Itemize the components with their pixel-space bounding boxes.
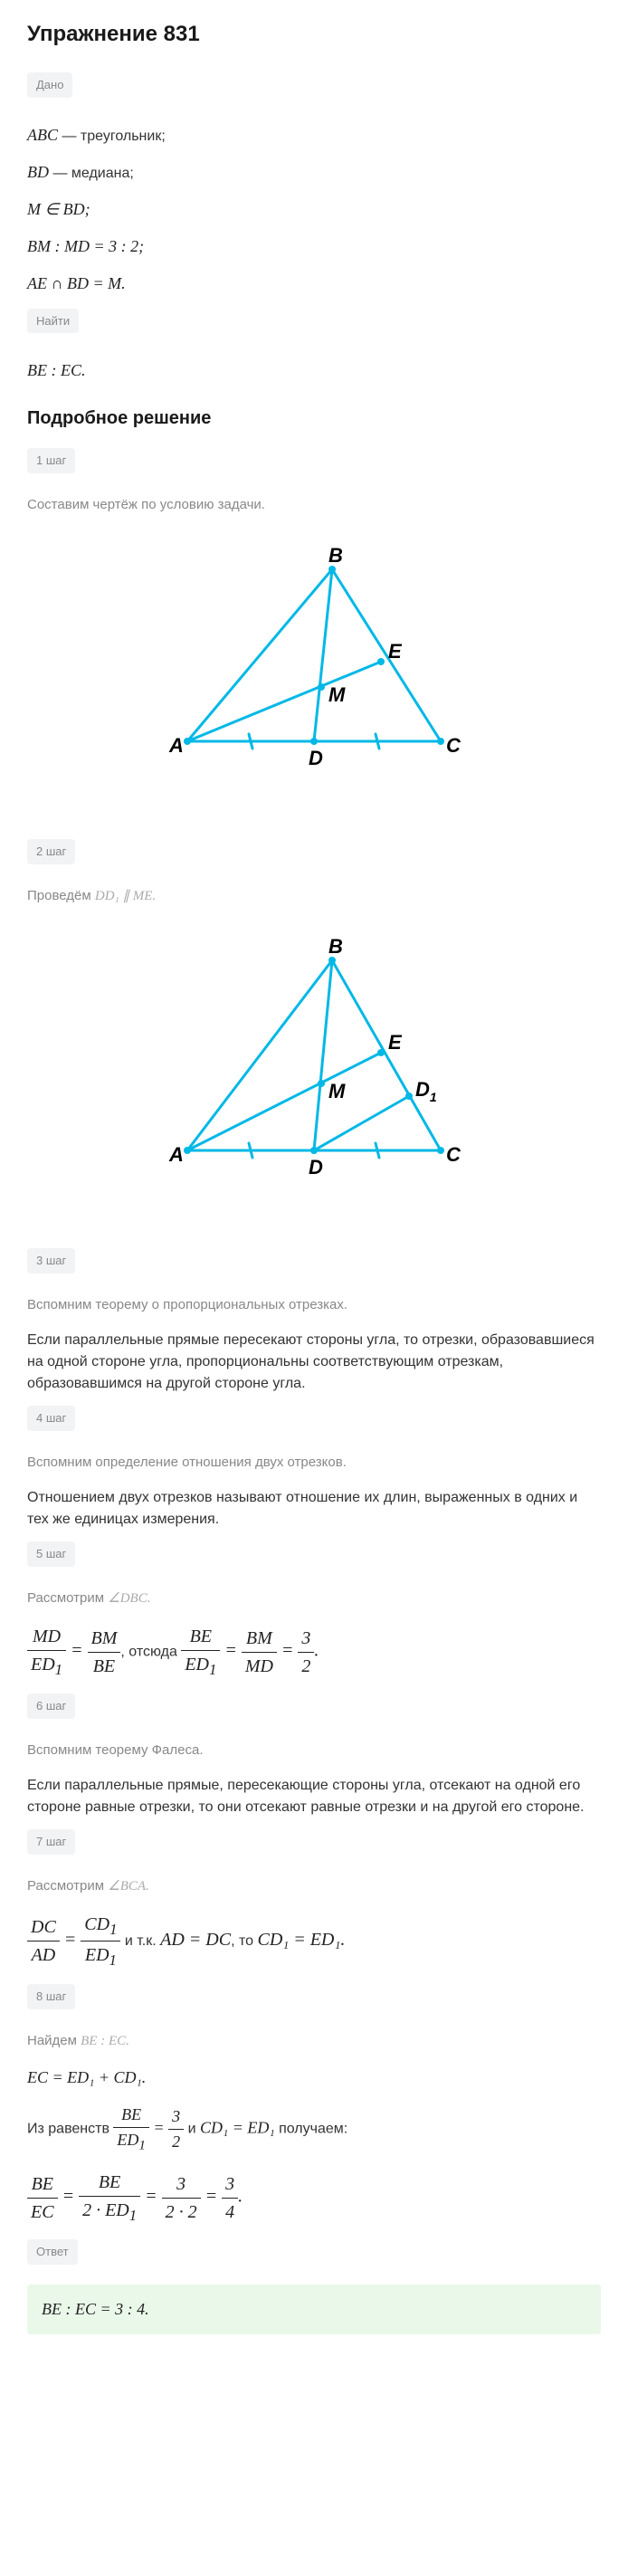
given-pill: Дано [27,72,72,98]
given-line: M ∈ BD; [27,197,601,222]
page-title: Упражнение 831 [27,18,601,51]
step-note: Вспомним определение отношения двух отре… [27,1453,601,1474]
step-note: Рассмотрим ∠BCA. [27,1876,601,1897]
step-note: Проведём DD₁ ∥ ME. [27,886,601,907]
svg-text:B: B [328,544,343,567]
answer-box: BE : EC = 3 : 4. [27,2285,601,2334]
find-line: BE : EC. [27,358,601,383]
given-line: BM : MD = 3 : 2; [27,234,601,259]
given-line: AE ∩ BD = M. [27,272,601,296]
step-body: Если параллельные прямые, пересекающие с… [27,1775,601,1818]
equation: DCAD = CD1ED1 и т.к. AD = DC, то CD₁ = E… [27,1911,601,1971]
figure-1: A B C D E M [27,542,601,785]
svg-text:A: A [168,734,184,757]
step-pill: 8 шаг [27,1984,75,2009]
step-pill: 1 шаг [27,448,75,473]
svg-text:C: C [446,734,461,757]
svg-text:E: E [388,640,403,663]
svg-text:B: B [328,935,343,958]
step-pill: 4 шаг [27,1406,75,1431]
step-body: Отношением двух отрезков называют отноше… [27,1487,601,1531]
svg-text:D: D [309,1156,323,1178]
step-note: Рассмотрим ∠DBC. [27,1589,601,1609]
figure-2: A B C D E M D1 [27,933,601,1194]
step-note: Найдем BE : EC. [27,2031,601,2052]
equation: EC = ED₁ + CD₁. [27,2066,601,2090]
step-body: Если параллельные прямые пересекают стор… [27,1330,601,1395]
svg-text:M: M [328,1080,346,1102]
svg-text:D1: D1 [415,1078,437,1104]
svg-text:A: A [168,1143,184,1166]
svg-text:C: C [446,1143,461,1166]
solution-heading: Подробное решение [27,405,601,432]
find-pill: Найти [27,309,79,334]
svg-text:M: M [328,683,346,706]
step-note: Составим чертёж по условию задачи. [27,495,601,516]
given-line: BD — медиана; [27,160,601,185]
step-note: Вспомним теорему Фалеса. [27,1741,601,1761]
answer-text: BE : EC = 3 : 4. [42,2300,149,2318]
step-pill: 3 шаг [27,1248,75,1274]
step-pill: 2 шаг [27,839,75,864]
step-pill: 5 шаг [27,1541,75,1567]
equation: Из равенств BEED1 = 32 и CD₁ = ED₁ получ… [27,2103,601,2156]
equation: BEEC = BE2 · ED1 = 32 · 2 = 34. [27,2169,601,2227]
svg-text:D: D [309,747,323,769]
answer-pill: Ответ [27,2239,78,2265]
given-block: ABC — треугольник; BD — медиана; M ∈ BD;… [27,123,601,296]
equation: MDED1 = BMBE, отсюда BEED1 = BMMD = 32. [27,1623,601,1681]
step-pill: 6 шаг [27,1693,75,1719]
step-pill: 7 шаг [27,1829,75,1855]
svg-text:E: E [388,1031,403,1054]
step-note: Вспомним теорему о пропорциональных отре… [27,1295,601,1316]
given-line: ABC — треугольник; [27,123,601,148]
